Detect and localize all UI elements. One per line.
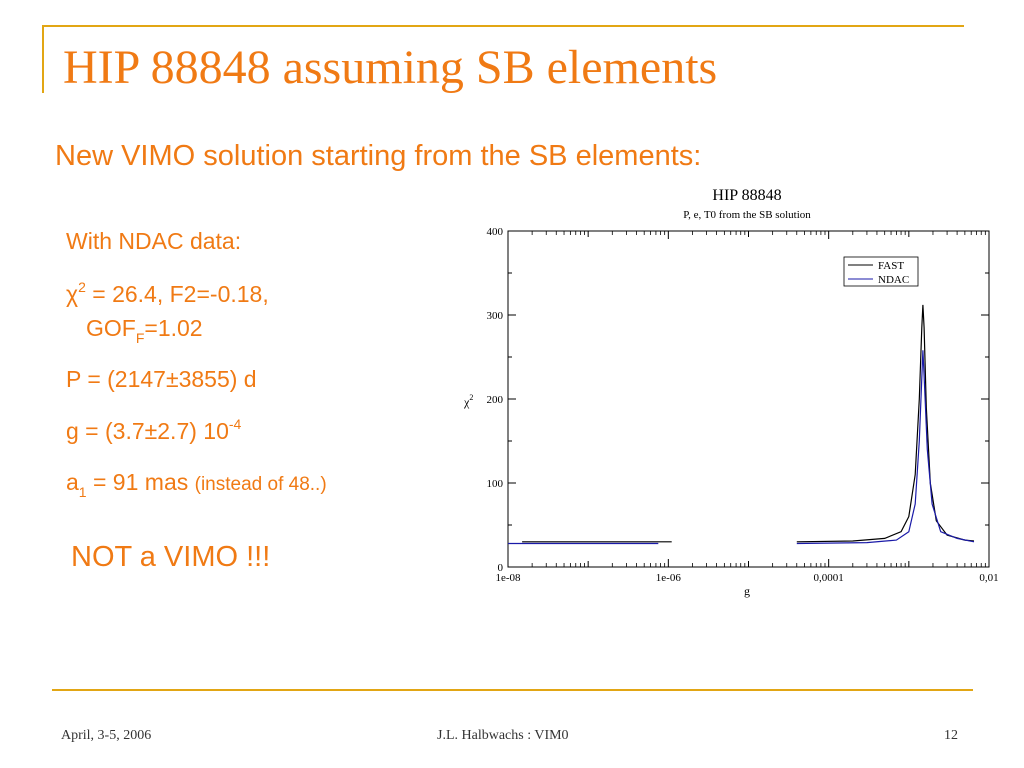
y-axis-label-symbol: χ2 — [463, 393, 473, 409]
footer-divider — [52, 689, 973, 691]
slide-subtitle: New VIMO solution starting from the SB e… — [55, 140, 702, 172]
series-ndac-segment-1 — [796, 350, 975, 545]
x-tick-label: 0,0001 — [814, 572, 844, 584]
g-exponent: -4 — [228, 416, 242, 432]
y-axis-label: χ2 — [463, 393, 473, 409]
gof-label: GOF — [86, 315, 136, 341]
title-bar-vertical — [42, 25, 44, 93]
y-tick-label: 100 — [487, 478, 504, 490]
y-tick-label: 300 — [487, 310, 504, 322]
gof-value: =1.02 — [144, 315, 203, 341]
footer-date: April, 3-5, 2006 — [61, 728, 152, 743]
series-fast-segment-1 — [796, 304, 975, 543]
title-bar-horizontal — [42, 25, 964, 27]
footer-page-number: 12 — [944, 728, 958, 743]
bullet-ndac-data: With NDAC data: — [66, 228, 242, 254]
a1-value: = 91 mas — [86, 469, 195, 495]
legend-fast-label: FAST — [878, 260, 904, 272]
chi-exponent: 2 — [78, 279, 86, 295]
x-tick-label: 1e-06 — [656, 572, 682, 584]
chart-subtitle: P, e, T0 from the SB solution — [683, 209, 811, 221]
bullet-g: g = (3.7±2.7) 10-4 — [66, 416, 242, 446]
bullet-period: P = (2147±3855) d — [66, 366, 257, 392]
bullet-gof: GOFF=1.02 — [86, 315, 203, 346]
legend-box — [843, 256, 919, 287]
y-tick-label: 0 — [498, 562, 504, 574]
legend-ndac-label: NDAC — [878, 274, 909, 286]
a1-note: (instead of 48..) — [194, 474, 327, 495]
x-tick-label: 0,01 — [979, 572, 998, 584]
chi-symbol: χ — [66, 281, 79, 307]
footer-author: J.L. Halbwachs : VIM0 — [437, 728, 569, 743]
x-axis-label: g — [744, 584, 750, 598]
bullet-chi2: χ2 = 26.4, F2=-0.18, — [66, 279, 269, 309]
slide-title: HIP 88848 assuming SB elements — [63, 41, 718, 94]
chi2-values: = 26.4, F2=-0.18, — [85, 281, 269, 307]
g-value: g = (3.7±2.7) 10 — [66, 418, 229, 444]
y-tick-label: 400 — [487, 226, 504, 238]
axis-ticks: 1e-08 1e-06 0,0001 0,01 0 100 200 300 400 — [487, 226, 999, 584]
y-tick-label: 200 — [487, 394, 504, 406]
gof-subscript: F — [135, 329, 145, 346]
a1-subscript: 1 — [78, 484, 87, 500]
bullet-a1: a1 = 91 mas (instead of 48..) — [66, 469, 327, 500]
chi2-vs-g-chart: HIP 88848 P, e, T0 from the SB solution … — [463, 187, 999, 598]
chart-title: HIP 88848 — [712, 187, 781, 204]
series-layer — [508, 304, 975, 545]
legend: FAST NDAC — [843, 256, 919, 287]
y-axis-label-exponent: 2 — [469, 393, 473, 402]
a1-label: a — [66, 469, 79, 495]
conclusion-text: NOT a VIMO !!! — [71, 541, 271, 573]
x-tick-label: 1e-08 — [495, 572, 521, 584]
